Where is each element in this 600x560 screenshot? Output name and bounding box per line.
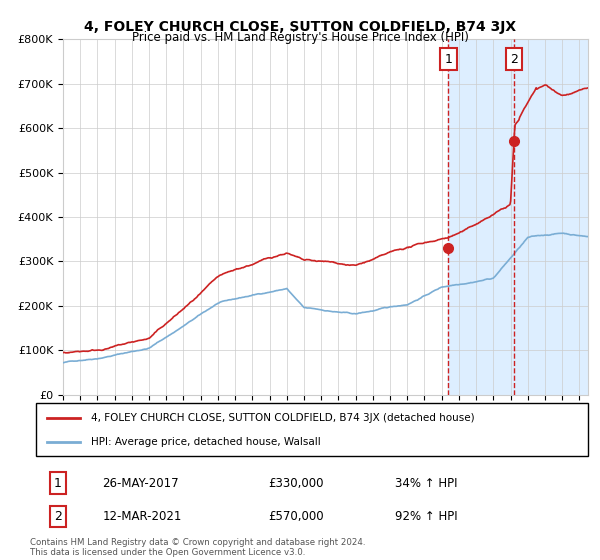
Text: Contains HM Land Registry data © Crown copyright and database right 2024.
This d: Contains HM Land Registry data © Crown c… [30, 538, 365, 557]
Text: 2: 2 [510, 53, 518, 66]
Text: HPI: Average price, detached house, Walsall: HPI: Average price, detached house, Wals… [91, 436, 321, 446]
FancyBboxPatch shape [36, 403, 588, 456]
Text: 12-MAR-2021: 12-MAR-2021 [102, 510, 182, 523]
Text: 92% ↑ HPI: 92% ↑ HPI [395, 510, 457, 523]
Text: Price paid vs. HM Land Registry's House Price Index (HPI): Price paid vs. HM Land Registry's House … [131, 31, 469, 44]
Text: 26-MAY-2017: 26-MAY-2017 [102, 477, 179, 489]
Text: £570,000: £570,000 [268, 510, 323, 523]
Text: 34% ↑ HPI: 34% ↑ HPI [395, 477, 457, 489]
Text: £330,000: £330,000 [268, 477, 323, 489]
Bar [448, 39, 588, 395]
Text: 1: 1 [54, 477, 62, 489]
Text: 2: 2 [54, 510, 62, 523]
Text: 1: 1 [444, 53, 452, 66]
Text: 4, FOLEY CHURCH CLOSE, SUTTON COLDFIELD, B74 3JX (detached house): 4, FOLEY CHURCH CLOSE, SUTTON COLDFIELD,… [91, 413, 475, 423]
Text: 4, FOLEY CHURCH CLOSE, SUTTON COLDFIELD, B74 3JX: 4, FOLEY CHURCH CLOSE, SUTTON COLDFIELD,… [84, 20, 516, 34]
